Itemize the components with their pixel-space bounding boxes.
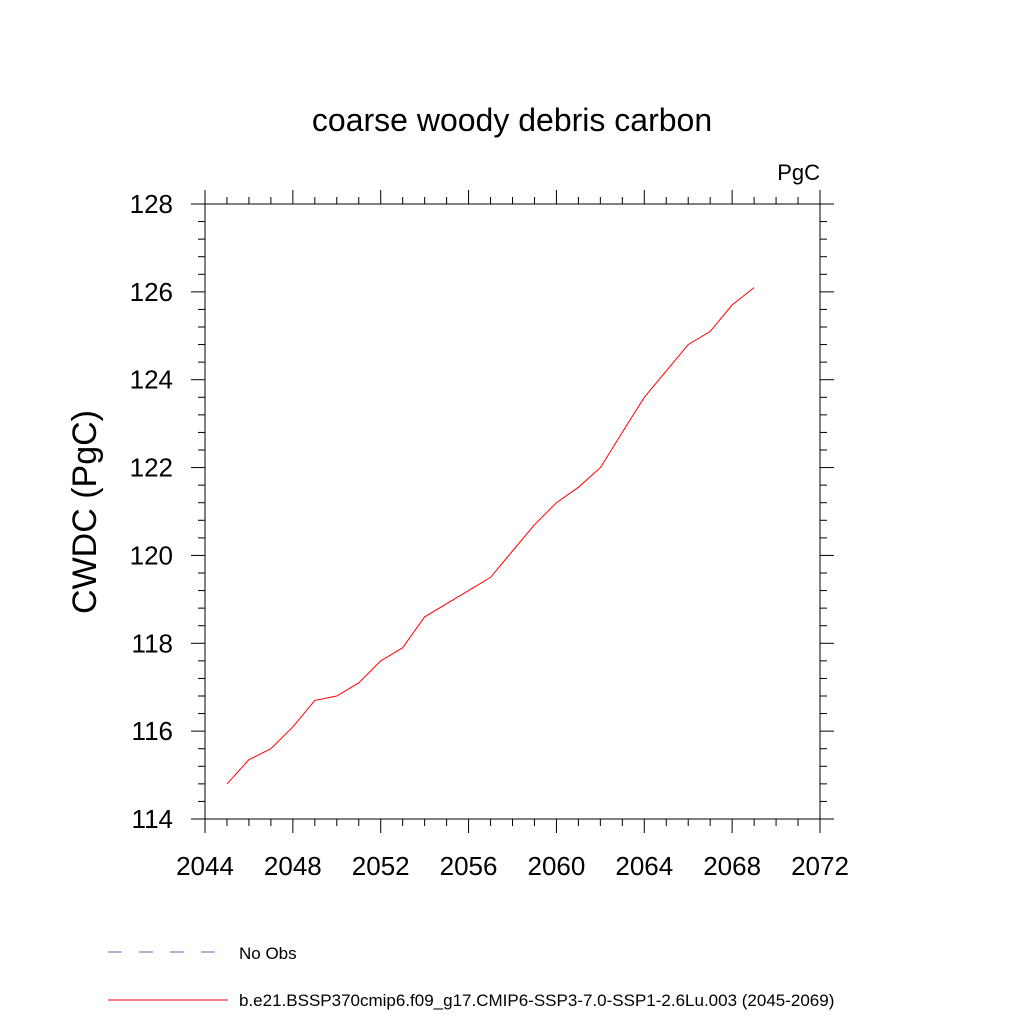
legend: No Obs b.e21.BSSP370cmip6.f09_g17.CMIP6-… — [108, 944, 834, 1010]
axis-ticks — [191, 190, 834, 833]
legend-label-no-obs: No Obs — [239, 944, 297, 963]
y-tick-label: 124 — [130, 365, 173, 395]
series-layer — [226, 287, 755, 785]
x-tick-label: 2072 — [791, 851, 849, 881]
legend-label-model: b.e21.BSSP370cmip6.f09_g17.CMIP6-SSP3-7.… — [239, 991, 834, 1010]
chart-title: coarse woody debris carbon — [312, 102, 712, 138]
x-tick-label: 2044 — [176, 851, 234, 881]
y-tick-label: 126 — [130, 277, 173, 307]
plot-frame — [204, 203, 821, 820]
y-axis-label: CWDC (PgC) — [66, 410, 104, 614]
x-tick-label: 2048 — [264, 851, 322, 881]
units-label: PgC — [777, 160, 820, 185]
y-tick-label: 128 — [130, 189, 173, 219]
y-tick-label: 114 — [132, 804, 173, 834]
axis-tick-labels: 2044 2048 2052 2056 2060 2064 2068 2072 114 116 11… — [130, 189, 849, 881]
x-tick-label: 2052 — [352, 851, 410, 881]
x-tick-label: 2056 — [440, 851, 498, 881]
y-tick-label: 118 — [132, 628, 173, 658]
y-tick-label: 120 — [130, 540, 173, 570]
x-tick-label: 2068 — [703, 851, 761, 881]
x-tick-label: 2060 — [528, 851, 586, 881]
x-tick-label: 2064 — [615, 851, 673, 881]
y-tick-label: 116 — [132, 716, 173, 746]
series-line — [226, 287, 755, 785]
y-tick-label: 122 — [130, 453, 173, 483]
